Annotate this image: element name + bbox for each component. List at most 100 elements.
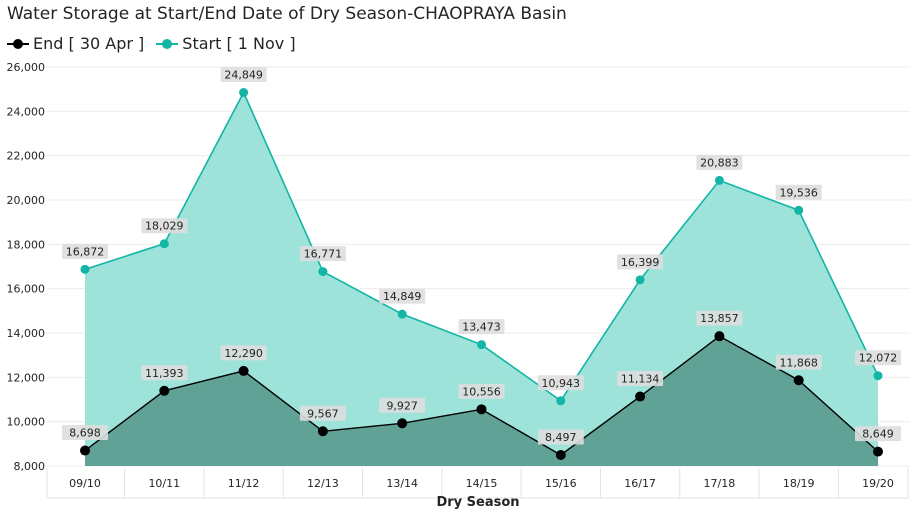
start-data-label: 20,883 xyxy=(700,156,739,169)
start-series-point xyxy=(635,275,645,285)
end-data-label-bg xyxy=(141,365,188,381)
x-tick-label: 16/17 xyxy=(624,477,656,490)
y-tick-label: 10,000 xyxy=(7,416,46,429)
end-data-label: 8,698 xyxy=(69,427,101,440)
end-series-point xyxy=(714,331,725,342)
end-series-point xyxy=(476,404,487,415)
start-series-point xyxy=(159,239,169,249)
x-tick-label: 17/18 xyxy=(704,477,736,490)
x-tick-label: 15/16 xyxy=(545,477,577,490)
y-tick-label: 20,000 xyxy=(7,194,46,207)
start-data-label-bg xyxy=(379,288,426,304)
end-data-label: 12,290 xyxy=(224,347,263,360)
end-series-point xyxy=(317,426,328,437)
end-data-label: 11,868 xyxy=(779,356,818,369)
start-series-point xyxy=(318,267,328,277)
x-tick-label: 11/12 xyxy=(228,477,260,490)
end-data-label-bg xyxy=(379,397,426,413)
start-data-label-bg xyxy=(775,184,822,200)
end-data-label: 11,134 xyxy=(621,373,660,386)
y-tick-label: 16,000 xyxy=(7,283,46,296)
end-series-point xyxy=(635,391,646,402)
end-data-label: 11,393 xyxy=(145,367,184,380)
x-tick-label: 10/11 xyxy=(148,477,180,490)
end-series-point xyxy=(555,449,566,460)
x-tick-label: 18/19 xyxy=(783,477,815,490)
start-data-label: 16,399 xyxy=(621,256,660,269)
start-data-label-bg xyxy=(458,319,505,335)
y-tick-label: 8,000 xyxy=(14,460,46,473)
end-data-label-bg xyxy=(537,429,584,445)
legend-marker-end-icon xyxy=(7,37,29,51)
start-data-label: 16,771 xyxy=(304,248,343,261)
end-data-label: 8,649 xyxy=(862,428,894,441)
start-data-label: 10,943 xyxy=(542,377,581,390)
start-data-label: 18,029 xyxy=(145,220,184,233)
y-tick-label: 18,000 xyxy=(7,238,46,251)
start-series-point xyxy=(873,371,883,381)
end-data-label-bg xyxy=(775,354,822,370)
x-tick-label: 09/10 xyxy=(69,477,101,490)
chart-title: Water Storage at Start/End Date of Dry S… xyxy=(7,4,567,24)
start-data-label-bg xyxy=(141,218,188,234)
end-data-label-bg xyxy=(62,425,108,441)
legend-marker-start-icon xyxy=(156,37,179,51)
start-data-label-bg xyxy=(537,375,584,391)
end-series-point xyxy=(873,446,883,457)
x-axis: 09/10 10/11 11/12 12/13 13/14 14/15 15/16 16/17… xyxy=(46,468,909,499)
start-series-point xyxy=(80,264,90,274)
start-data-label: 14,849 xyxy=(383,290,422,303)
end-series-area xyxy=(85,336,878,466)
end-data-label-bg xyxy=(617,371,664,387)
start-data-label-bg xyxy=(617,254,664,270)
series-areas xyxy=(85,92,878,467)
end-data-label: 8,497 xyxy=(545,431,577,444)
y-tick-label: 12,000 xyxy=(7,371,46,384)
series-points xyxy=(80,88,883,460)
legend-item-start[interactable]: Start [ 1 Nov ] xyxy=(156,34,296,53)
start-series-point xyxy=(556,396,566,406)
start-data-label-bg xyxy=(299,246,346,262)
x-tick-label: 19/20 xyxy=(862,477,894,490)
legend-label-start: Start [ 1 Nov ] xyxy=(182,34,296,53)
y-tick-label: 24,000 xyxy=(7,105,46,118)
start-data-label-bg xyxy=(696,154,743,170)
start-data-label-bg xyxy=(220,67,267,83)
start-series-point xyxy=(477,340,486,350)
x-tick-label: 14/15 xyxy=(466,477,498,490)
y-tick-label: 14,000 xyxy=(7,327,46,340)
end-series-point xyxy=(159,385,170,396)
end-series-point xyxy=(80,445,90,456)
start-series-point xyxy=(239,88,249,98)
end-series-point xyxy=(238,365,249,376)
start-data-label-bg xyxy=(855,350,901,366)
start-data-label: 24,849 xyxy=(224,69,263,82)
start-series-point xyxy=(714,175,724,185)
end-data-label: 10,556 xyxy=(462,385,501,398)
y-tick-label: 26,000 xyxy=(7,61,46,74)
end-data-label: 13,857 xyxy=(700,312,739,325)
legend-item-end[interactable]: End [ 30 Apr ] xyxy=(7,34,144,53)
data-labels: 8,698 11,393 12,290 9,567 9,927 10,556 8,497 11… xyxy=(62,67,901,445)
y-axis: 8,000 10,000 12,000 14,000 16,000 18,000 20,00… xyxy=(7,61,46,473)
end-data-label-bg xyxy=(696,310,743,326)
start-data-label-bg xyxy=(62,243,108,259)
start-series-point xyxy=(397,309,407,319)
x-tick-label: 12/13 xyxy=(307,477,339,490)
legend-label-end: End [ 30 Apr ] xyxy=(33,34,145,53)
end-series-point xyxy=(397,418,408,429)
y-tick-label: 22,000 xyxy=(7,150,46,163)
start-data-label: 12,072 xyxy=(859,352,898,365)
end-data-label-bg xyxy=(220,345,267,361)
x-tick-label: 13/14 xyxy=(386,477,418,490)
end-data-label: 9,927 xyxy=(386,399,418,412)
x-axis-title: Dry Season xyxy=(436,495,519,510)
start-series-point xyxy=(794,205,804,215)
start-data-label: 19,536 xyxy=(779,186,818,199)
end-data-label-bg xyxy=(855,426,901,442)
end-series-point xyxy=(793,375,804,386)
start-data-label: 16,872 xyxy=(66,245,105,258)
start-data-label: 13,473 xyxy=(462,321,501,334)
